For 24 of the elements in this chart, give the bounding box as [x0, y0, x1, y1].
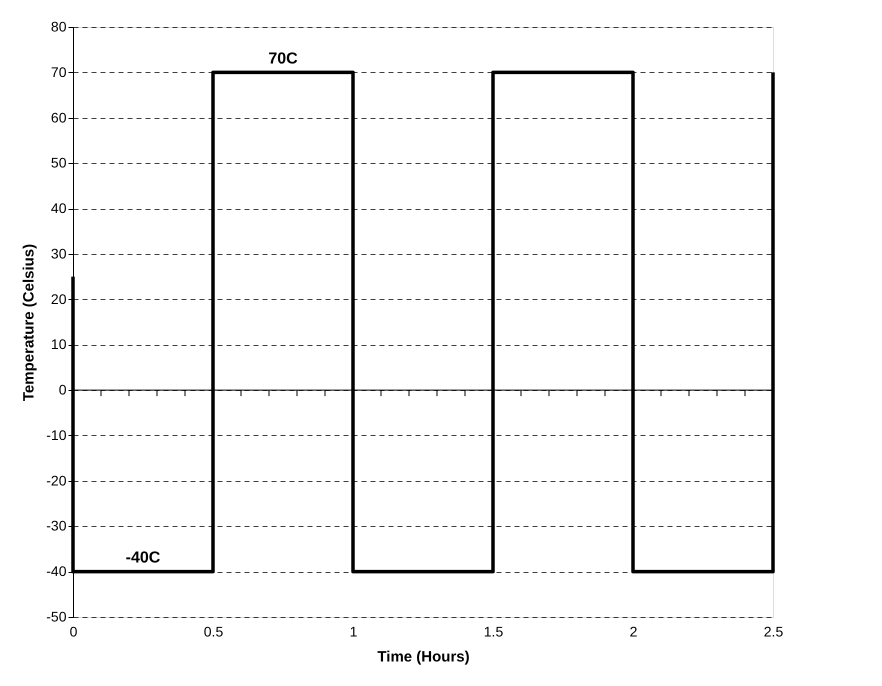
x-tick-label: 2.5 — [764, 624, 784, 640]
y-tick-label: 10 — [50, 336, 67, 352]
y-tick-label: 70 — [50, 64, 67, 80]
y-tick-label: 50 — [50, 154, 67, 171]
y-tick-label: -40 — [46, 563, 67, 580]
x-tick-label: 2 — [630, 624, 638, 640]
x-axis-title: Time (Hours) — [377, 648, 470, 666]
x-tick-label: 1 — [350, 624, 358, 640]
y-tick-label: -10 — [46, 426, 67, 443]
y-tick-label: 20 — [50, 290, 67, 307]
y-tick-label: -20 — [46, 472, 67, 488]
annotation: 70C — [268, 50, 298, 68]
y-tick-label: -50 — [46, 608, 67, 624]
y-axis-title: Temperature (Celsius) — [20, 244, 38, 402]
y-tick-label: 40 — [50, 200, 67, 216]
y-tick-label: 0 — [58, 382, 67, 398]
y-tick-label: 60 — [50, 109, 67, 126]
x-tick-label: 0 — [70, 624, 78, 640]
y-tick-label: 30 — [50, 245, 67, 262]
y-tick-label: 80 — [50, 18, 67, 34]
x-tick-label: 0.5 — [204, 624, 224, 640]
x-tick-label: 1.5 — [484, 624, 504, 640]
annotation: -40C — [126, 550, 161, 567]
y-tick-label: -30 — [46, 518, 67, 534]
